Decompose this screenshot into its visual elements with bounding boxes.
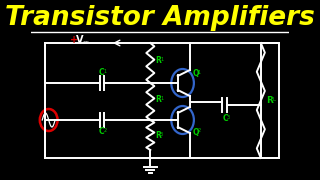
Text: 2: 2: [104, 129, 107, 134]
Text: C: C: [99, 127, 105, 136]
Text: 1: 1: [160, 57, 163, 62]
Text: L: L: [272, 97, 275, 102]
Text: 3: 3: [227, 114, 230, 120]
Text: 1: 1: [198, 69, 201, 75]
Text: V: V: [76, 35, 84, 45]
Text: R: R: [266, 96, 273, 105]
Text: 1: 1: [160, 96, 163, 101]
Text: Transistor Amplifiers: Transistor Amplifiers: [5, 5, 315, 31]
Text: Q: Q: [192, 69, 199, 78]
Text: 3: 3: [160, 132, 163, 136]
Text: Q: Q: [192, 127, 199, 136]
Text: C: C: [222, 114, 228, 123]
Text: +: +: [70, 35, 78, 45]
Text: 1: 1: [104, 69, 107, 73]
Text: R: R: [156, 55, 161, 64]
Text: R: R: [156, 130, 161, 140]
Text: cc: cc: [83, 39, 90, 44]
Text: C: C: [99, 68, 105, 76]
Text: 2: 2: [198, 129, 201, 134]
Text: R: R: [156, 95, 161, 104]
